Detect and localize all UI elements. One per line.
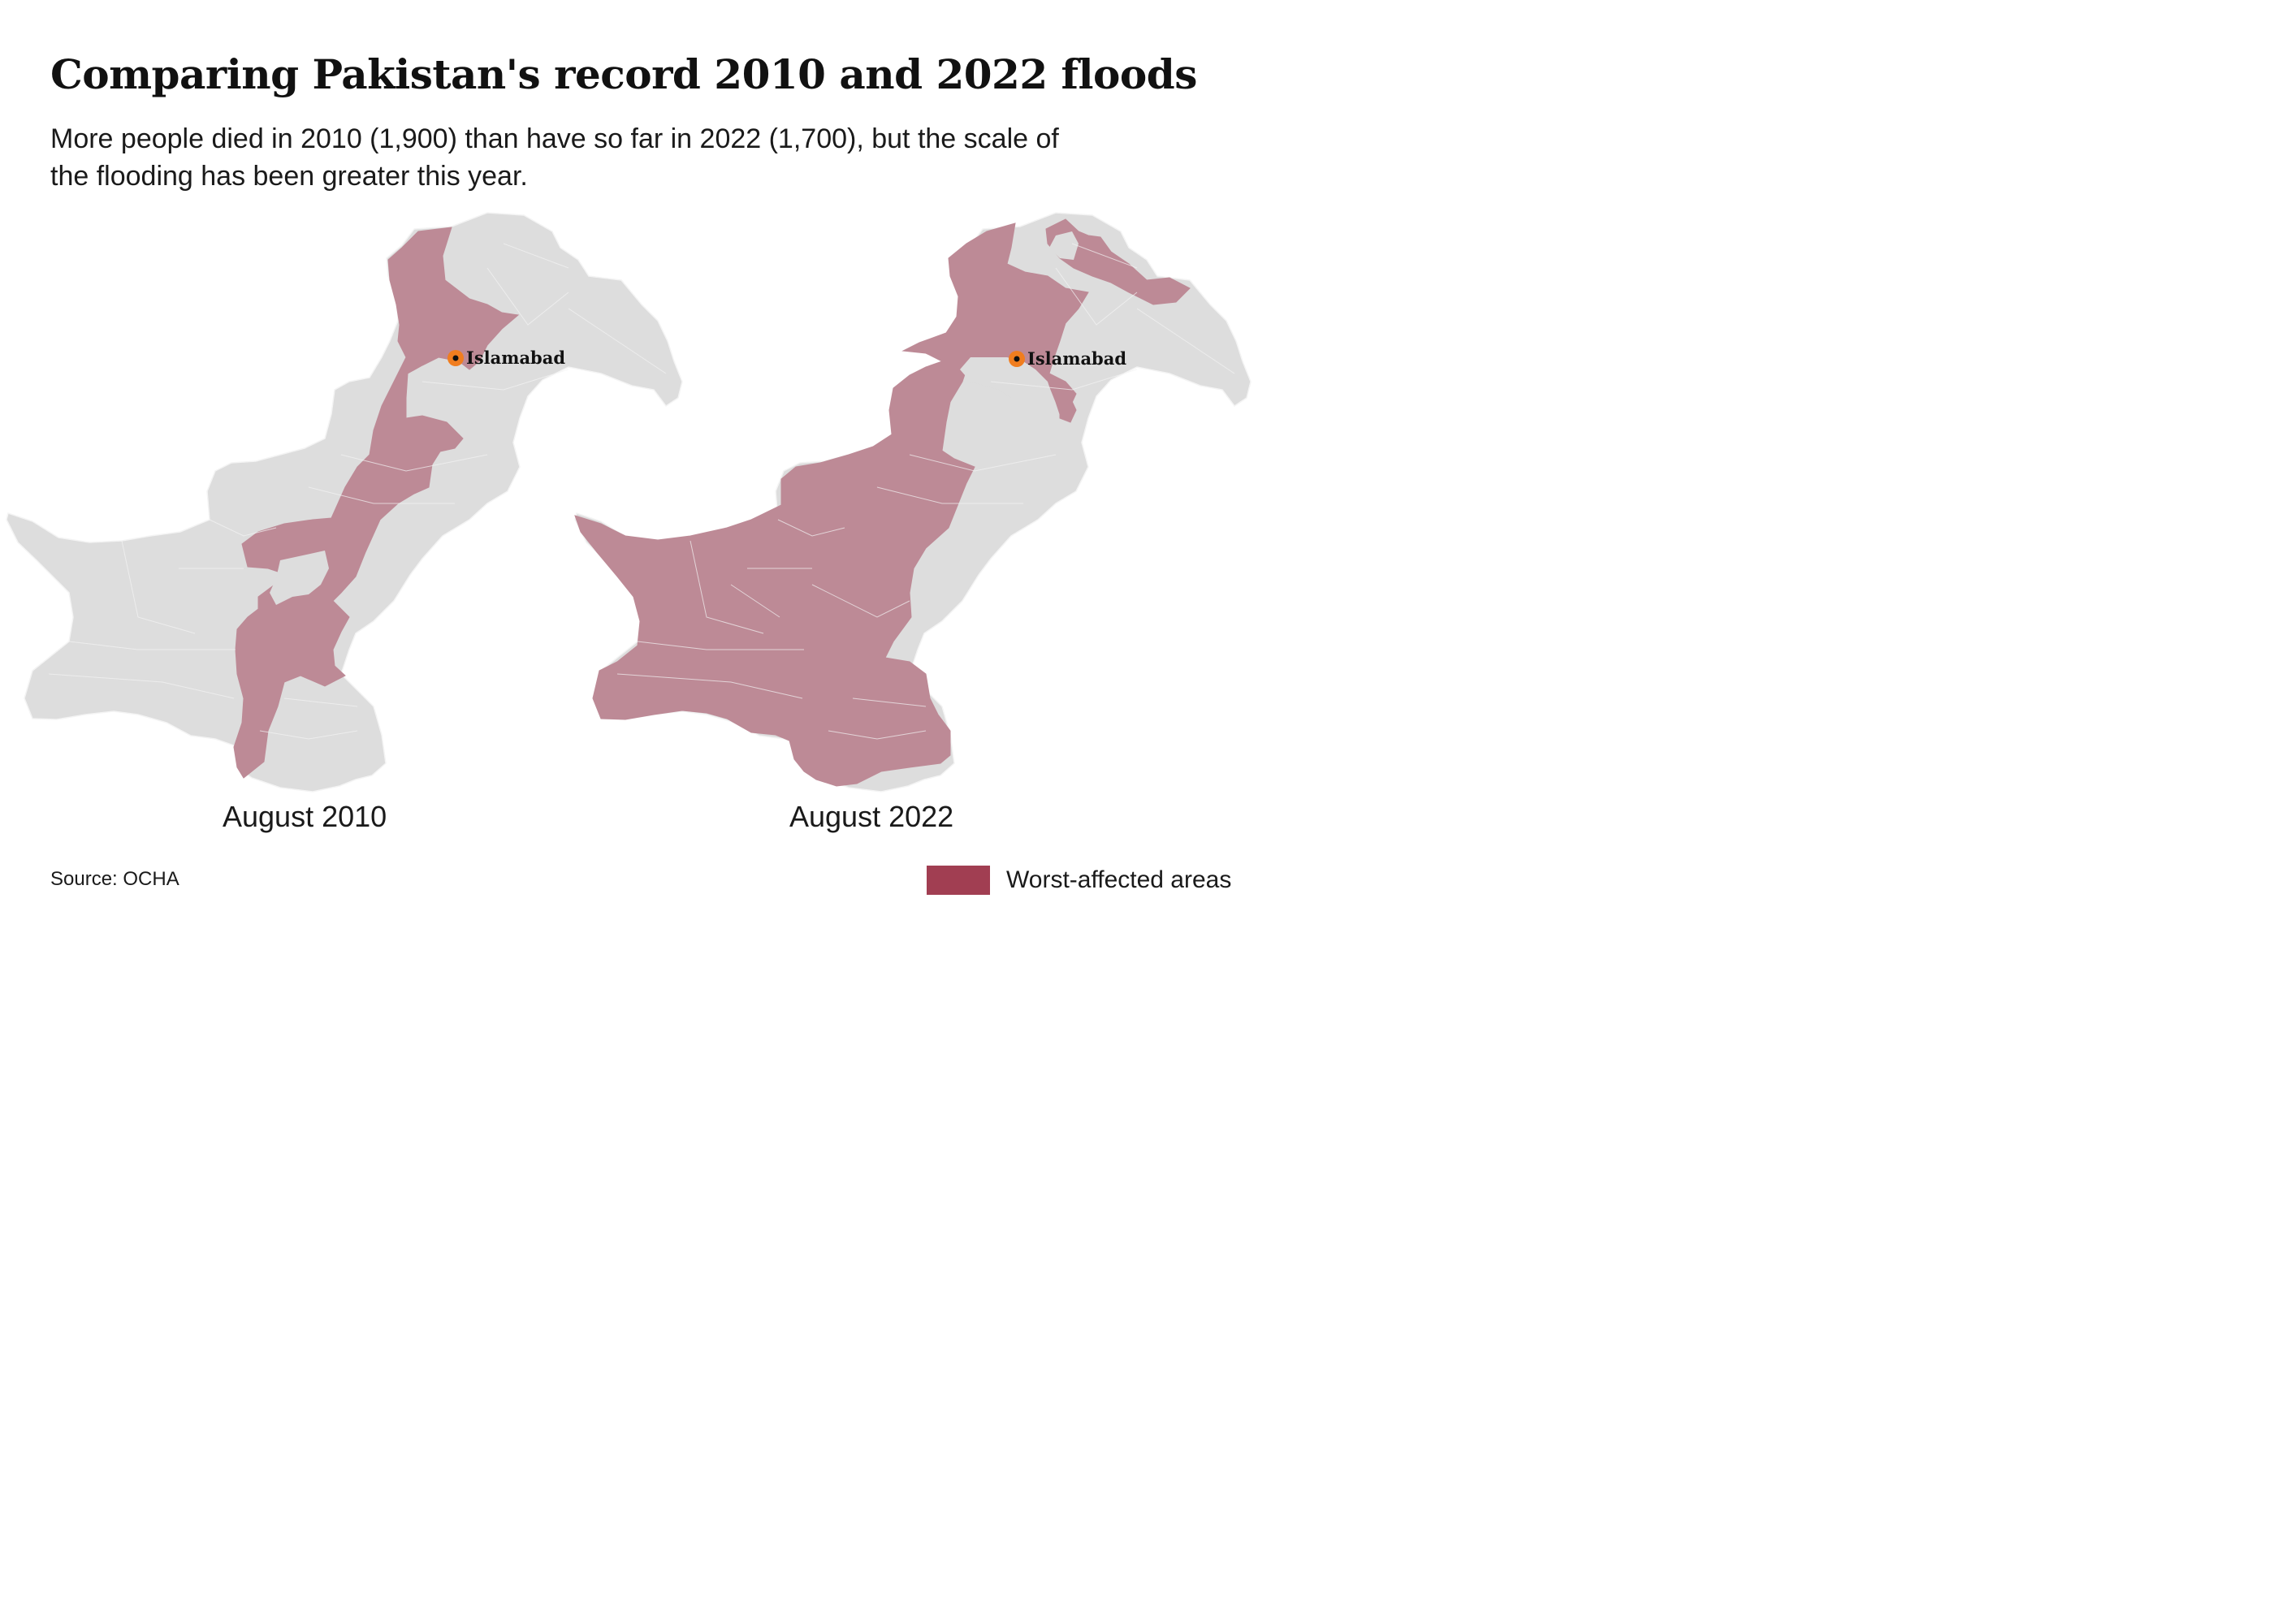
legend-swatch: [927, 866, 990, 895]
chart-subtitle: More people died in 2010 (1,900) than ha…: [50, 123, 1059, 192]
legend-label: Worst-affected areas: [1006, 866, 1232, 893]
unaffected-gaps-2010: [270, 551, 329, 605]
flood-maps: [6, 212, 1252, 793]
unaffected-gaps-2022: [960, 231, 1079, 426]
city-marker-2022: [1009, 351, 1025, 367]
map-2022: [574, 212, 1252, 793]
affected-areas-2010: [233, 227, 520, 779]
district-borders-2022: [616, 243, 1235, 740]
map-label-2010: August 2010: [223, 800, 387, 833]
source-note: Source: OCHA: [50, 868, 179, 890]
map-2010: [6, 212, 683, 793]
legend: Worst-affected areas: [927, 866, 1231, 895]
affected-areas-2022: [574, 218, 1191, 787]
city-marker-2010: [447, 350, 464, 366]
city-label-2010: Islamabad: [466, 348, 566, 368]
map-label-2022: August 2022: [789, 800, 954, 833]
district-borders-2010: [48, 243, 667, 740]
city-label-2022: Islamabad: [1027, 348, 1127, 369]
chart-title: Comparing Pakistan's record 2010 and 202…: [50, 50, 1197, 98]
